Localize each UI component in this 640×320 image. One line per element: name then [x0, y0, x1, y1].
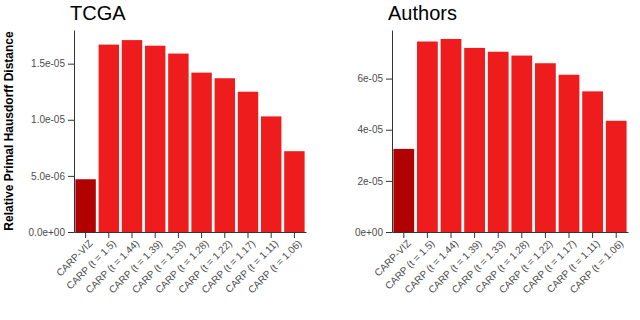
- bar: [99, 45, 119, 232]
- tick: CARP (t = 1.06): [246, 232, 304, 295]
- tick-mark: [248, 232, 249, 238]
- bar: [559, 75, 580, 232]
- bar: [511, 56, 532, 232]
- tick-mark: [108, 232, 109, 238]
- bar: [441, 39, 462, 232]
- tick-mark: [85, 232, 86, 238]
- panel: 0.0e+00 5.0e-06 1.0e-05 1.5e-05 CARP-VIZCARP…: [2, 2, 307, 295]
- bar: [464, 48, 485, 232]
- tick-label: 1.5e-05: [31, 58, 65, 69]
- tick-mark: [386, 232, 392, 233]
- tick: 1.5e-05: [31, 58, 74, 69]
- bar: [284, 151, 304, 232]
- tick-mark: [403, 232, 404, 238]
- tick-label: 0.0e+00: [29, 227, 66, 238]
- tick-mark: [68, 64, 74, 65]
- tick: CARP (t = 1.06): [568, 232, 626, 295]
- tick-mark: [201, 232, 202, 238]
- bars: [75, 40, 304, 232]
- tick: 0.0e+00: [29, 227, 74, 238]
- bar: [606, 121, 627, 232]
- bar: [488, 52, 509, 232]
- tick-mark: [386, 79, 392, 80]
- tick-label: 4e-05: [357, 124, 383, 135]
- tick-label: CARP (t = 1.06): [568, 238, 626, 296]
- tick-mark: [294, 232, 295, 238]
- y-axis: 0e+00 2e-05 4e-05 6e-05: [355, 31, 393, 238]
- bar: [122, 40, 142, 232]
- x-axis: CARP-VIZCARP (t = 1.5)CARP (t = 1.44)CAR…: [54, 232, 306, 295]
- tick: 0e+00: [355, 227, 392, 238]
- chart-root: 0.0e+00 5.0e-06 1.0e-05 1.5e-05 CARP-VIZCARP…: [0, 0, 640, 320]
- tick-label: 2e-05: [357, 176, 383, 187]
- tick: 6e-05: [357, 73, 392, 84]
- axis-line: [392, 31, 393, 233]
- tick: 5.0e-06: [31, 171, 74, 182]
- bars: [393, 39, 626, 232]
- tick-mark: [569, 232, 570, 238]
- tick: 4e-05: [357, 124, 392, 135]
- tick: 1.0e-05: [31, 114, 74, 125]
- bar: [535, 63, 556, 232]
- tick-mark: [427, 232, 428, 238]
- tick-mark: [545, 232, 546, 238]
- x-axis: CARP-VIZCARP (t = 1.5)CARP (t = 1.44)CAR…: [372, 232, 628, 295]
- tick-mark: [68, 120, 74, 121]
- tick-mark: [386, 181, 392, 182]
- tick-mark: [271, 232, 272, 238]
- tick-mark: [474, 232, 475, 238]
- tick-label: CARP (t = 1.06): [246, 238, 304, 296]
- axis-line: [74, 31, 75, 233]
- tick-mark: [68, 232, 74, 233]
- bar: [215, 78, 235, 232]
- bar: [393, 149, 414, 232]
- bar: [145, 46, 165, 232]
- tick-mark: [451, 232, 452, 238]
- tick-mark: [178, 232, 179, 238]
- bar: [261, 116, 281, 232]
- tick-mark: [498, 232, 499, 238]
- tick-mark: [592, 232, 593, 238]
- y-axis-title: Relative Primal Hausdorff Distance: [2, 31, 16, 231]
- tick-mark: [155, 232, 156, 238]
- bar: [238, 92, 258, 232]
- tick-label: 6e-05: [357, 73, 383, 84]
- tick-label: 1.0e-05: [31, 114, 65, 125]
- tick-label: 5.0e-06: [31, 171, 65, 182]
- tick-mark: [521, 232, 522, 238]
- bar: [75, 179, 95, 232]
- y-axis: 0.0e+00 5.0e-06 1.0e-05 1.5e-05: [29, 31, 75, 238]
- tick-mark: [386, 130, 392, 131]
- bar: [582, 91, 603, 232]
- bar: [191, 73, 211, 232]
- tick-mark: [68, 176, 74, 177]
- tick-label: 0e+00: [355, 227, 384, 238]
- tick-mark: [224, 232, 225, 238]
- bar: [168, 54, 188, 232]
- tick: 2e-05: [357, 176, 392, 187]
- tick-mark: [132, 232, 133, 238]
- panel: 0e+00 2e-05 4e-05 6e-05 CARP-VIZCARP (t = 1.…: [355, 2, 629, 295]
- tick-mark: [616, 232, 617, 238]
- title: Authors: [388, 2, 457, 24]
- title: TCGA: [70, 2, 126, 24]
- bar: [417, 42, 438, 232]
